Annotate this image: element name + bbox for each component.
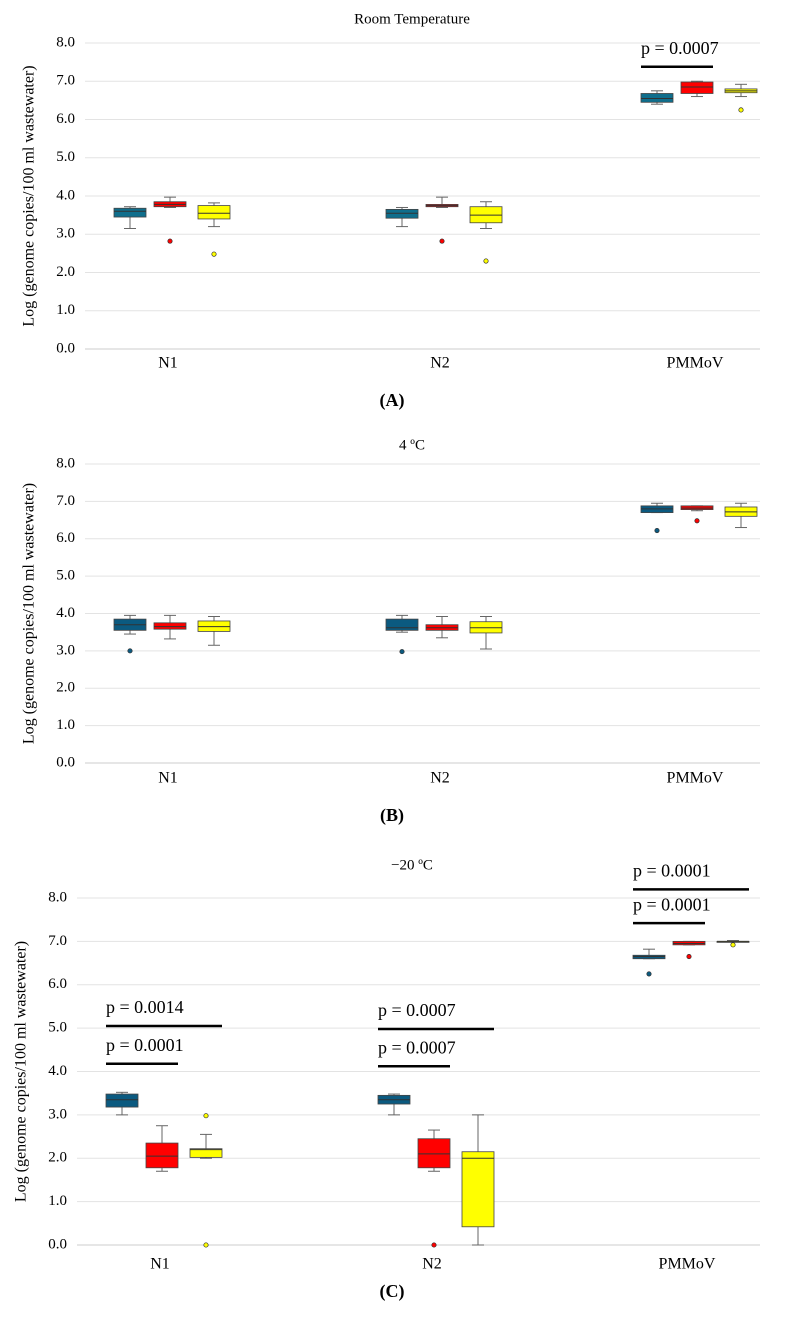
box <box>197 205 231 220</box>
x-tick-label: N1 <box>158 770 178 787</box>
y-tick-label: 6.0 <box>56 111 75 127</box>
y-tick-label: 4.0 <box>48 1063 67 1079</box>
y-tick-label: 2.0 <box>48 1150 67 1166</box>
outlier <box>483 258 489 264</box>
y-tick-label: 0.0 <box>48 1236 67 1252</box>
p-value: p = 0.0001 <box>633 860 711 880</box>
y-tick-label: 8.0 <box>56 455 75 471</box>
chart-title: Room Temperature <box>354 11 470 27</box>
y-tick-label: 2.0 <box>56 264 75 280</box>
y-tick-label: 5.0 <box>48 1020 67 1036</box>
p-value: p = 0.0007 <box>378 1037 456 1057</box>
x-tick-label: N2 <box>430 770 450 787</box>
outlier <box>431 1242 437 1248</box>
x-tick-label: PMMoV <box>659 1256 716 1273</box>
outlier <box>646 971 652 977</box>
y-tick-label: 7.0 <box>56 493 75 509</box>
outlier <box>439 238 445 244</box>
y-axis-label: Log (genome copies/100 ml wastewater) <box>13 941 30 1202</box>
box <box>640 93 674 103</box>
box <box>385 208 419 219</box>
outlier <box>730 942 736 948</box>
y-tick-label: 6.0 <box>56 530 75 546</box>
y-tick-label: 3.0 <box>48 1106 67 1122</box>
outlier <box>127 648 133 654</box>
x-tick-label: PMMoV <box>667 770 724 787</box>
box <box>461 1151 495 1228</box>
y-tick-label: 3.0 <box>56 642 75 658</box>
y-tick-label: 5.0 <box>56 568 75 584</box>
p-value: p = 0.0001 <box>106 1035 184 1055</box>
box <box>417 1138 451 1169</box>
panel-label: (B) <box>380 805 404 826</box>
x-tick-label: N2 <box>430 355 450 372</box>
panel-label: (C) <box>380 1281 405 1302</box>
y-tick-label: 7.0 <box>48 933 67 949</box>
y-axis-label: Log (genome copies/100 ml wastewater) <box>21 483 38 744</box>
y-tick-label: 3.0 <box>56 226 75 242</box>
panel-label: (A) <box>380 390 405 411</box>
box <box>105 1093 139 1108</box>
box <box>385 618 419 631</box>
outlier <box>686 954 692 960</box>
y-tick-label: 1.0 <box>48 1193 67 1209</box>
outlier <box>738 107 744 113</box>
p-value: p = 0.0007 <box>378 1000 456 1020</box>
chart-title: 4 ºC <box>399 437 425 453</box>
box <box>113 207 147 218</box>
y-tick-label: 1.0 <box>56 717 75 733</box>
x-tick-label: N1 <box>158 355 178 372</box>
box <box>145 1142 179 1169</box>
x-tick-label: N2 <box>422 1256 442 1273</box>
y-tick-label: 6.0 <box>48 976 67 992</box>
outlier <box>654 527 660 534</box>
y-tick-label: 0.0 <box>56 340 75 356</box>
y-tick-label: 8.0 <box>56 34 75 50</box>
y-tick-label: 8.0 <box>48 889 67 905</box>
p-value: p = 0.0001 <box>633 894 711 914</box>
y-tick-label: 5.0 <box>56 149 75 165</box>
y-axis-label: Log (genome copies/100 ml wastewater) <box>21 65 38 326</box>
y-tick-label: 4.0 <box>56 605 75 621</box>
x-tick-label: N1 <box>150 1256 170 1273</box>
y-tick-label: 0.0 <box>56 754 75 770</box>
outlier <box>203 1242 209 1248</box>
y-tick-label: 4.0 <box>56 187 75 203</box>
box <box>189 1148 223 1158</box>
chart-title: −20 ºC <box>391 857 433 873</box>
p-value: p = 0.0007 <box>641 38 719 58</box>
p-value: p = 0.0014 <box>106 997 184 1017</box>
outlier <box>167 238 173 244</box>
y-tick-label: 2.0 <box>56 680 75 696</box>
y-tick-label: 1.0 <box>56 302 75 318</box>
outlier <box>203 1113 209 1119</box>
outlier <box>399 649 405 655</box>
box <box>153 622 187 630</box>
x-tick-label: PMMoV <box>667 355 724 372</box>
box <box>680 81 714 94</box>
outlier <box>211 251 217 257</box>
outlier <box>694 518 700 524</box>
y-tick-label: 7.0 <box>56 73 75 89</box>
